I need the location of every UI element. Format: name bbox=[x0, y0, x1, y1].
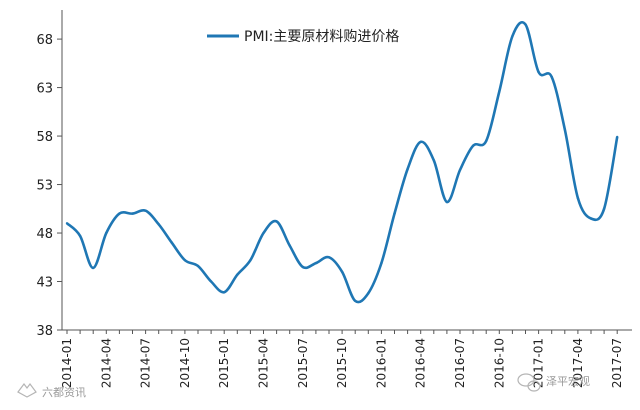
y-tick-label: 38 bbox=[36, 324, 53, 339]
data-point bbox=[432, 159, 435, 162]
data-point bbox=[340, 270, 344, 273]
data-point bbox=[196, 264, 200, 268]
data-point bbox=[183, 259, 187, 262]
data-point bbox=[92, 266, 95, 270]
y-tick-label: 48 bbox=[36, 227, 53, 242]
x-tick-label: 2015-04 bbox=[257, 338, 271, 388]
data-point bbox=[511, 35, 514, 38]
axes bbox=[61, 10, 632, 331]
x-tick-label: 2014-01 bbox=[60, 338, 74, 388]
x-tick-label: 2016-04 bbox=[414, 338, 428, 388]
watermark-right-text: 泽平宏观 bbox=[546, 374, 590, 388]
data-point bbox=[288, 244, 291, 247]
legend: PMI:主要原材料购进价格 bbox=[207, 29, 399, 45]
data-point bbox=[419, 140, 422, 144]
x-tick-label: 2016-07 bbox=[453, 338, 467, 388]
y-tick-label: 43 bbox=[36, 276, 53, 291]
x-axis-ticks: 2014-01 2014-04 2014-07 2014-10 2015-01 2015-… bbox=[60, 330, 624, 388]
watermark-left: 六都资讯 bbox=[17, 383, 86, 399]
data-point bbox=[65, 222, 69, 225]
x-tick-label: 2016-10 bbox=[492, 338, 506, 388]
data-point bbox=[589, 217, 593, 220]
data-point bbox=[327, 256, 331, 259]
watermark-right: 泽平宏观 bbox=[517, 373, 590, 392]
data-point bbox=[301, 265, 304, 269]
data-point bbox=[314, 261, 318, 265]
data-point bbox=[131, 212, 134, 215]
data-point bbox=[354, 299, 357, 303]
data-point bbox=[170, 241, 173, 244]
data-point bbox=[576, 196, 580, 200]
series-line-pmi-raw-material-price bbox=[66, 20, 619, 304]
data-point bbox=[262, 231, 265, 235]
x-tick-label: 2015-01 bbox=[217, 338, 231, 388]
series-layer bbox=[65, 20, 619, 304]
data-point bbox=[249, 259, 252, 262]
data-point bbox=[406, 167, 409, 171]
x-tick-label: 2017-04 bbox=[571, 338, 585, 388]
data-point bbox=[118, 212, 121, 215]
data-point bbox=[458, 168, 462, 172]
x-tick-label: 2014-07 bbox=[139, 338, 153, 388]
data-point bbox=[537, 70, 540, 74]
data-point bbox=[223, 291, 226, 294]
x-tick-label: 2015-10 bbox=[335, 338, 349, 388]
data-point bbox=[524, 23, 527, 26]
data-point bbox=[563, 128, 566, 131]
watermark-left-text: 六都资讯 bbox=[42, 386, 86, 399]
data-point bbox=[485, 139, 488, 143]
x-tick-label: 2017-01 bbox=[532, 338, 546, 388]
data-point bbox=[367, 292, 370, 295]
x-tick-label: 2015-07 bbox=[296, 338, 310, 388]
y-axis-ticks: 38 43 48 53 58 63 68 bbox=[36, 33, 62, 339]
wechat-logo-icon bbox=[517, 373, 541, 392]
data-point bbox=[550, 75, 553, 79]
fox-logo-icon bbox=[17, 383, 37, 398]
data-point bbox=[471, 144, 475, 147]
x-tick-label: 2016-01 bbox=[374, 338, 388, 388]
y-tick-label: 63 bbox=[36, 82, 53, 97]
data-point bbox=[445, 200, 449, 204]
y-tick-label: 68 bbox=[36, 33, 53, 48]
data-point bbox=[236, 273, 239, 276]
data-point bbox=[380, 261, 383, 265]
x-tick-label: 2014-10 bbox=[178, 338, 192, 388]
legend-label: PMI:主要原材料购进价格 bbox=[244, 29, 399, 45]
data-point bbox=[105, 231, 108, 235]
data-point bbox=[157, 223, 160, 226]
data-point bbox=[78, 234, 82, 238]
data-point bbox=[144, 209, 147, 212]
data-point bbox=[602, 207, 606, 210]
y-tick-label: 58 bbox=[36, 130, 53, 145]
data-point bbox=[616, 135, 619, 139]
data-point bbox=[393, 212, 396, 215]
data-point bbox=[209, 280, 213, 283]
data-point bbox=[498, 90, 501, 93]
x-tick-label: 2017-07 bbox=[610, 338, 624, 388]
data-point bbox=[275, 220, 278, 223]
x-tick-label: 2014-04 bbox=[99, 338, 113, 388]
y-tick-label: 53 bbox=[36, 179, 53, 194]
